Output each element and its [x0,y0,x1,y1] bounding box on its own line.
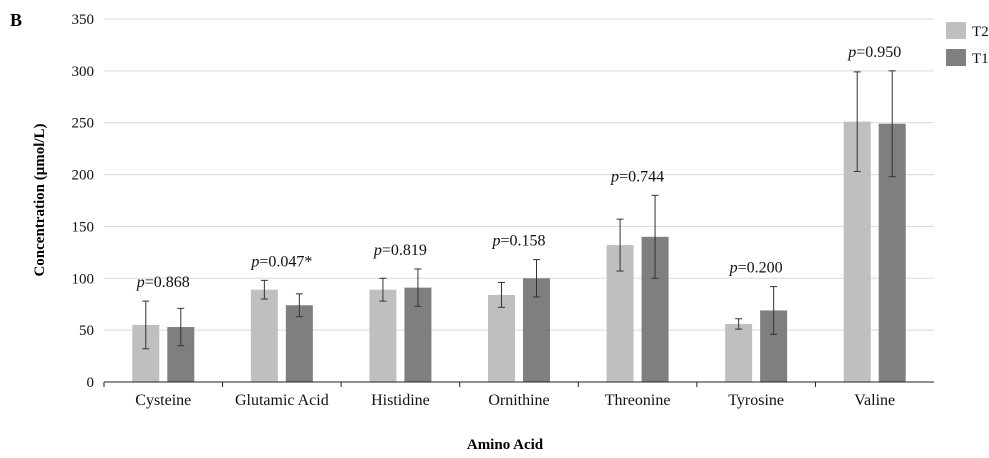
y-tick-label: 0 [87,375,95,391]
y-tick-label: 350 [72,12,95,28]
p-symbol: p [610,168,619,185]
p-value-label: p=0.744 [610,168,664,185]
y-axis-title: Concentration (μmol/L) [32,123,48,276]
x-axis-title: Amino Acid [467,437,544,453]
gridlines [104,18,934,331]
y-tick-label: 50 [79,323,94,339]
x-tick-label: Glutamic Acid [235,392,329,409]
p-value: =0.868 [145,274,190,291]
x-tick-label: Cysteine [135,392,191,409]
legend-label-t1: T1 [972,51,989,67]
x-tick-label: Valine [854,392,895,409]
y-tick-label: 150 [72,219,95,235]
legend-swatch-t2 [946,22,966,39]
legend-swatch-t1 [946,49,966,66]
p-value-label: p=0.950 [847,44,901,61]
x-tick-label: Ornithine [488,392,549,409]
x-tick-label: Tyrosine [728,392,784,409]
panel-label: B [10,10,22,30]
p-value-label: p=0.158 [491,233,545,250]
p-value-annotations: p=0.868p=0.047*p=0.819p=0.158p=0.744p=0.… [136,44,901,291]
legend: T2 T1 [946,22,989,67]
p-value: =0.819 [382,242,427,259]
p-value-label: p=0.868 [136,274,190,291]
p-value: =0.200 [738,260,783,277]
bar-t1-glutamic-acid [285,305,313,382]
x-tick-label: Histidine [371,392,430,409]
p-value-label: p=0.200 [729,260,783,277]
bar-t2-ornithine [488,294,515,382]
p-symbol: p [373,242,382,259]
p-symbol: p [729,260,738,277]
p-value: =0.158 [500,233,545,250]
bar-t2-histidine [369,289,397,382]
p-value: =0.950 [856,44,901,61]
bars [132,121,906,383]
y-tick-label: 250 [72,116,95,132]
x-tick-label: Threonine [605,392,671,409]
bar-t2-glutamic-acid [250,289,278,382]
p-value-label: p=0.047* [250,253,312,270]
p-symbol: p [491,233,500,250]
p-value: =0.744 [619,168,664,185]
p-value: =0.047* [259,253,312,270]
p-symbol: p [250,253,259,270]
error-bars [142,70,896,350]
y-tick-label: 300 [72,64,95,80]
y-tick-label: 200 [72,168,95,184]
legend-label-t2: T2 [972,24,989,40]
p-value-label: p=0.819 [373,242,427,259]
bar-t2-tyrosine [725,323,753,382]
p-symbol: p [847,44,856,61]
y-tick-label: 100 [72,271,95,287]
p-symbol: p [136,274,145,291]
axes: 0 50 100 150 200 250 300 350 Cysteine Glutamic Ac… [72,12,934,409]
